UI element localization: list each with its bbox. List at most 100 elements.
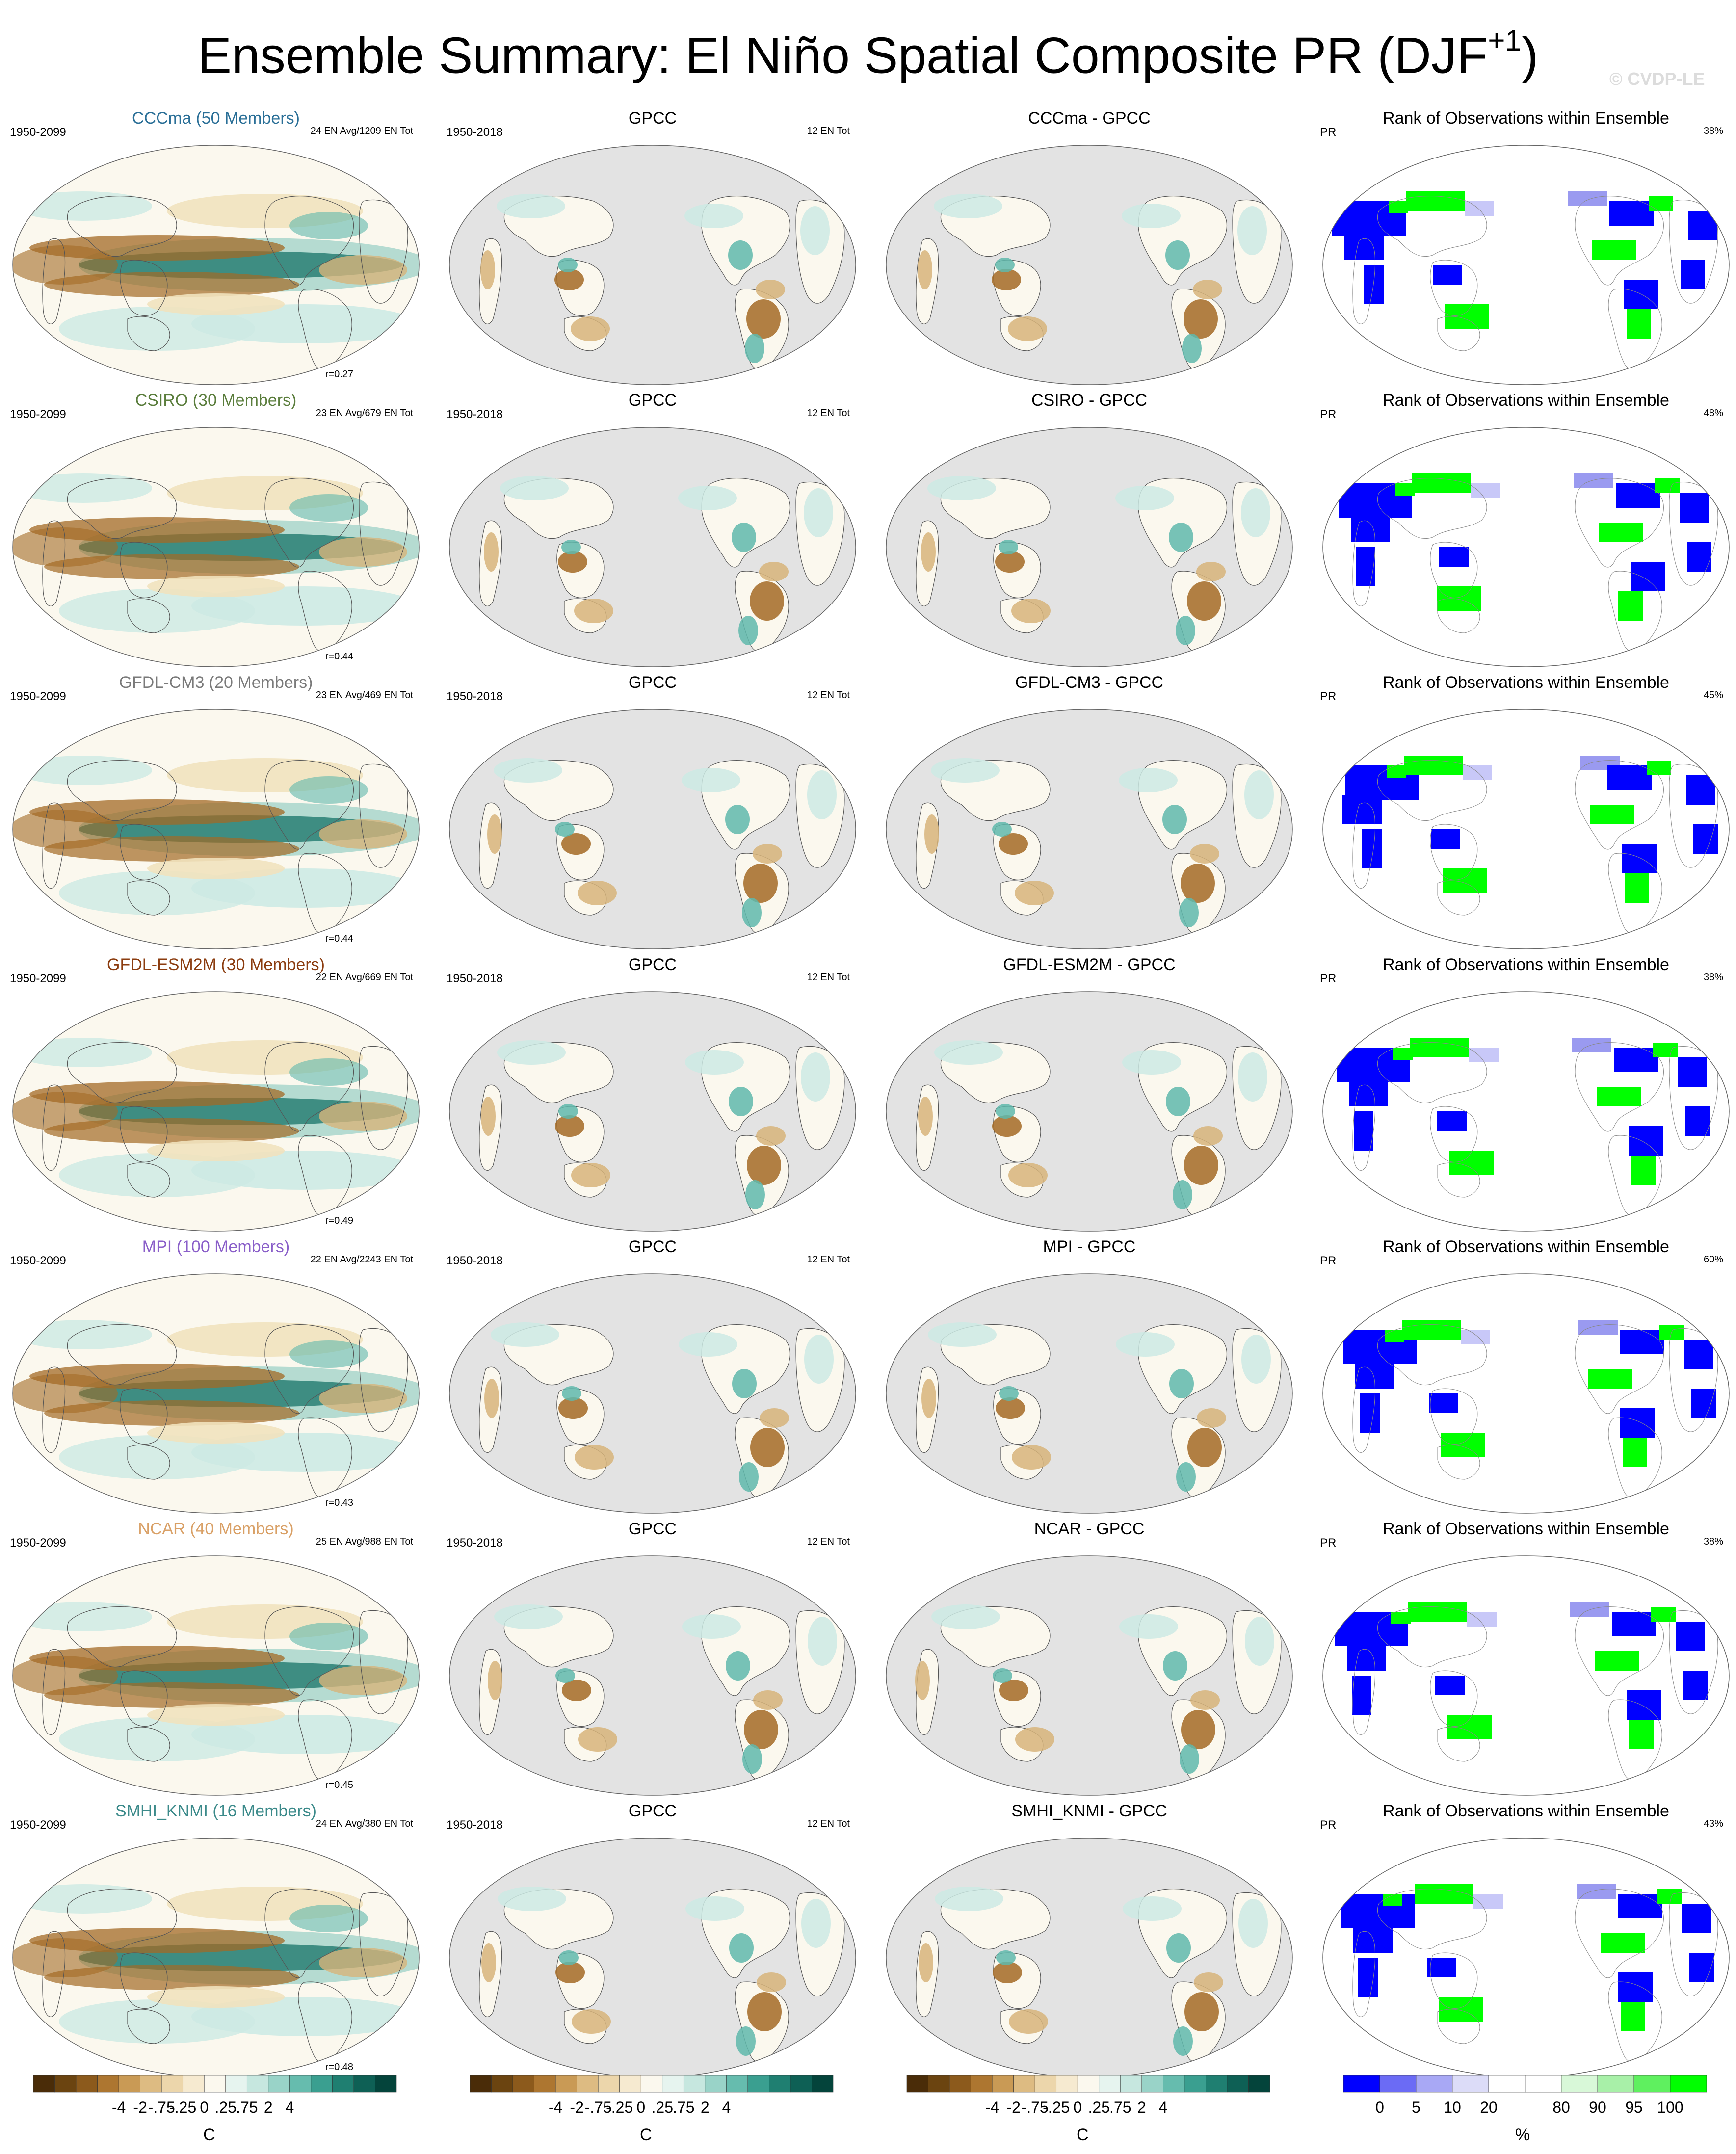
panel-left-label: PR <box>1320 972 1337 985</box>
panel-model: GFDL-CM3 (20 Members) 1950-2099 23 EN Avg/… <box>10 672 422 952</box>
colorbar-unit: C <box>640 2126 652 2144</box>
colorbar-swatch <box>246 2075 269 2093</box>
map-view <box>449 1838 856 2078</box>
colorbar-rank: 0 5 10 20 80 90 95 100 % <box>1339 2071 1711 2149</box>
panel-right-label: 22 EN Avg/669 EN Tot <box>316 972 413 983</box>
colorbar-tick-label: 80 <box>1552 2099 1570 2116</box>
colorbar-swatch <box>118 2075 140 2093</box>
panel-right-label: 60% <box>1703 1254 1723 1265</box>
panel-right-label: 38% <box>1703 126 1723 136</box>
panel-title: NCAR (40 Members) <box>138 1520 294 1538</box>
colorbar-unit: C <box>1077 2126 1089 2144</box>
colorbar-tick-label: -2 <box>570 2099 583 2116</box>
panel-title: GFDL-ESM2M - GPCC <box>1003 955 1176 974</box>
panel-right-label: 38% <box>1703 972 1723 983</box>
panel-left-label: 1950-2099 <box>10 126 66 139</box>
colorbar-swatch <box>183 2075 205 2093</box>
panel-observed: GPCC 1950-2018 12 EN Tot <box>447 1801 859 2080</box>
colorbar-obs: -4 -2 -.75 -.25 0 .25.75 2 4 C <box>465 2071 838 2149</box>
panel-model: CSIRO (30 Members) 1950-2099 23 EN Avg/679… <box>10 390 422 670</box>
colorbar-swatch <box>640 2075 663 2093</box>
panel-right-label: 22 EN Avg/2243 EN Tot <box>310 1254 413 1265</box>
panel-left-label: 1950-2018 <box>447 1818 503 1832</box>
panel-left-label: 1950-2099 <box>10 1254 66 1267</box>
map-view <box>886 427 1293 667</box>
panel-title: Rank of Observations within Ensemble <box>1383 673 1669 692</box>
colorbar-swatch <box>54 2075 77 2093</box>
colorbar-swatch <box>76 2075 98 2093</box>
panel-observed: GPCC 1950-2018 12 EN Tot <box>447 1236 859 1516</box>
colorbar-swatch <box>33 2075 55 2093</box>
panel-rank: Rank of Observations within Ensemble PR 48… <box>1320 390 1732 670</box>
colorbar-swatch <box>812 2075 834 2093</box>
map-view <box>886 1838 1293 2078</box>
panel-left-label: 1950-2018 <box>447 1536 503 1550</box>
colorbar-swatch <box>204 2075 226 2093</box>
colorbar-swatch <box>1248 2075 1270 2093</box>
map-view <box>449 709 856 949</box>
panel-model: NCAR (40 Members) 1950-2099 25 EN Avg/988 … <box>10 1519 422 1798</box>
colorbar-swatch <box>225 2075 247 2093</box>
colorbar-tick-label: 4 <box>285 2099 294 2116</box>
colorbar-swatch <box>619 2075 641 2093</box>
colorbar-swatch <box>491 2075 513 2093</box>
panel-title: SMHI_KNMI (16 Members) <box>115 1802 316 1820</box>
map-view <box>1322 1273 1730 1514</box>
map-view <box>886 991 1293 1232</box>
panel-title: GPCC <box>628 391 677 410</box>
colorbar-swatch <box>1034 2075 1057 2093</box>
panel-rank: Rank of Observations within Ensemble PR 43… <box>1320 1801 1732 2080</box>
colorbar-tick-label: 2 <box>701 2099 710 2116</box>
pattern-correlation: r=0.44 <box>325 933 353 944</box>
panel-title: GPCC <box>628 1802 677 1820</box>
colorbar-swatch <box>1416 2075 1453 2093</box>
panel-left-label: PR <box>1320 1536 1337 1550</box>
colorbar-tick-label: -2 <box>133 2099 147 2116</box>
colorbar-rank-unit: % <box>1515 2126 1530 2144</box>
map-view <box>12 709 420 949</box>
map-view <box>449 991 856 1232</box>
panel-right-label: 12 EN Tot <box>807 408 850 419</box>
colorbar-tick-label: -.75 <box>148 2099 175 2116</box>
map-view <box>1322 709 1730 949</box>
panel-rank: Rank of Observations within Ensemble PR 60… <box>1320 1236 1732 1516</box>
panel-title: GPCC <box>628 673 677 692</box>
map-view <box>1322 1838 1730 2078</box>
colorbar-swatch <box>1099 2075 1121 2093</box>
panel-right-label: 38% <box>1703 1536 1723 1547</box>
map-view <box>449 1555 856 1796</box>
colorbar-swatch <box>1597 2075 1634 2093</box>
panel-right-label: 12 EN Tot <box>807 1818 850 1829</box>
colorbar-tick-label: 2 <box>264 2099 273 2116</box>
panel-rank: Rank of Observations within Ensemble PR 38… <box>1320 1519 1732 1798</box>
colorbar-swatch <box>512 2075 534 2093</box>
map-view <box>886 709 1293 949</box>
colorbar-tick-label: -.75 <box>1022 2099 1049 2116</box>
colorbar-tick-label: -.75 <box>585 2099 612 2116</box>
map-view <box>12 1273 420 1514</box>
colorbar-tick-label: -.25 <box>1043 2099 1070 2116</box>
panel-title: GFDL-ESM2M (30 Members) <box>107 955 325 974</box>
colorbar-swatch <box>534 2075 556 2093</box>
panel-right-label: 23 EN Avg/469 EN Tot <box>316 690 413 701</box>
colorbar-swatch <box>268 2075 290 2093</box>
colorbar-tick-label: .75 <box>673 2099 694 2116</box>
colorbar-tick-label: 0 <box>200 2099 209 2116</box>
panel-right-label: 25 EN Avg/988 EN Tot <box>316 1536 413 1547</box>
colorbar-unit: C <box>203 2126 215 2144</box>
colorbar-swatch <box>375 2075 397 2093</box>
colorbar-tick-label: 10 <box>1444 2099 1461 2116</box>
panel-difference: GFDL-ESM2M - GPCC <box>883 954 1295 1234</box>
pattern-correlation: r=0.48 <box>325 2062 353 2073</box>
panel-observed: GPCC 1950-2018 12 EN Tot <box>447 390 859 670</box>
panel-title: CCCma (50 Members) <box>132 109 300 128</box>
map-view <box>12 1838 420 2078</box>
panel-difference: SMHI_KNMI - GPCC <box>883 1801 1295 2080</box>
colorbar-swatch <box>683 2075 706 2093</box>
colorbar-swatch <box>1013 2075 1035 2093</box>
panel-left-label: 1950-2099 <box>10 1536 66 1550</box>
figure-title: Ensemble Summary: El Niño Spatial Compos… <box>197 24 1539 84</box>
panel-title: GFDL-CM3 (20 Members) <box>119 673 313 692</box>
panel-rank: Rank of Observations within Ensemble PR 38… <box>1320 108 1732 388</box>
colorbar-tick-label: -4 <box>112 2099 126 2116</box>
